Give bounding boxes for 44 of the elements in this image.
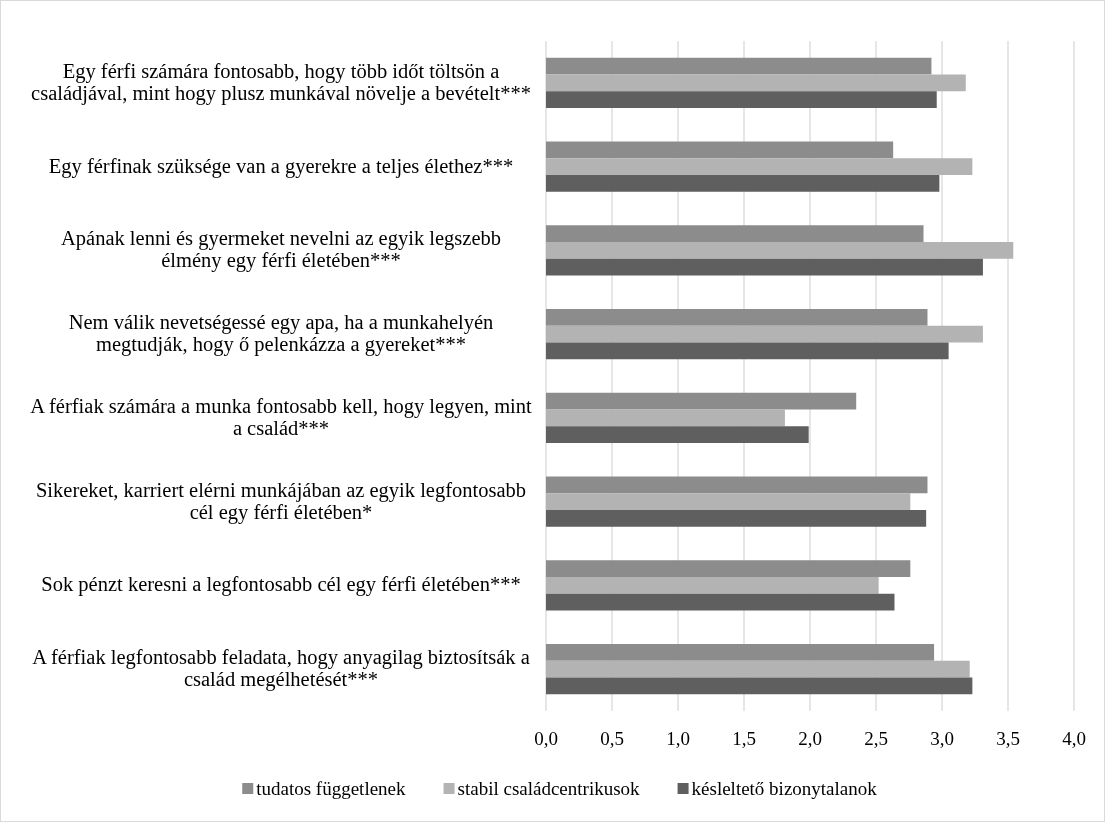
- legend-label: tudatos függetlenek: [256, 778, 407, 799]
- bar: [546, 577, 879, 594]
- y-tick-label: Sok pénzt keresni a legfontosabb cél egy férfi életében***: [41, 573, 521, 597]
- bar: [546, 644, 935, 661]
- x-tick-label: 4,0: [1062, 728, 1086, 749]
- bar: [546, 158, 973, 175]
- x-tick-label: 3,5: [996, 728, 1020, 749]
- bar: [546, 225, 924, 242]
- bar: [546, 476, 928, 494]
- bar: [546, 57, 932, 75]
- bar: [546, 409, 785, 427]
- x-tick-label: 0,0: [534, 728, 558, 749]
- bar: [546, 677, 973, 695]
- x-tick-label: 2,0: [798, 728, 822, 749]
- bar: [546, 593, 895, 611]
- bar: [546, 141, 894, 159]
- bar: [546, 175, 940, 192]
- bar: [546, 325, 983, 343]
- bar: [546, 660, 970, 678]
- y-tick-label: A férfiak legfontosabb feladata, hogy anyagilag biztosítsák a család megélhetését***: [32, 646, 530, 692]
- y-tick-label: Egy férfinak szüksége van a gyerekre a teljes élethez***: [48, 154, 514, 178]
- x-tick-label: 2,5: [864, 728, 888, 749]
- bar: [546, 309, 928, 326]
- bar: [546, 74, 966, 92]
- legend-label: késleltető bizonytalanok: [691, 778, 878, 799]
- bar: [546, 258, 983, 276]
- bar: [546, 91, 937, 108]
- bar: [546, 426, 809, 443]
- y-tick-label: Egy férfi számára fontosabb, hogy több időt töltsön a családjával, mint hogy plusz munkával növelje a bevételt***: [31, 59, 531, 105]
- x-tick-label: 0,5: [600, 728, 624, 749]
- bar: [546, 510, 927, 527]
- y-tick-label: Sikereket, karriert elérni munkájában az egyik legfontosabb cél egy férfi életében*: [35, 478, 527, 524]
- x-tick-label: 1,5: [732, 728, 756, 749]
- bar: [546, 392, 857, 410]
- bar: [546, 560, 911, 577]
- y-tick-label: Nem válik nevetségessé egy apa, ha a munkahelyén megtudják, hogy ő pelenkázza a gyereket***: [68, 311, 494, 357]
- bar: [546, 342, 949, 360]
- legend-label: stabil családcentrikusok: [457, 778, 641, 799]
- y-tick-label: A férfiak számára a munka fontosabb kell, hogy legyen, mint a család***: [30, 394, 533, 439]
- x-tick-label: 3,0: [930, 728, 954, 749]
- bar: [546, 242, 1014, 259]
- y-tick-label: Apának lenni és gyermeket nevelni az egyik legszebb élmény egy férfi életében***: [60, 227, 502, 273]
- x-tick-label: 1,0: [666, 728, 690, 749]
- bar: [546, 493, 911, 510]
